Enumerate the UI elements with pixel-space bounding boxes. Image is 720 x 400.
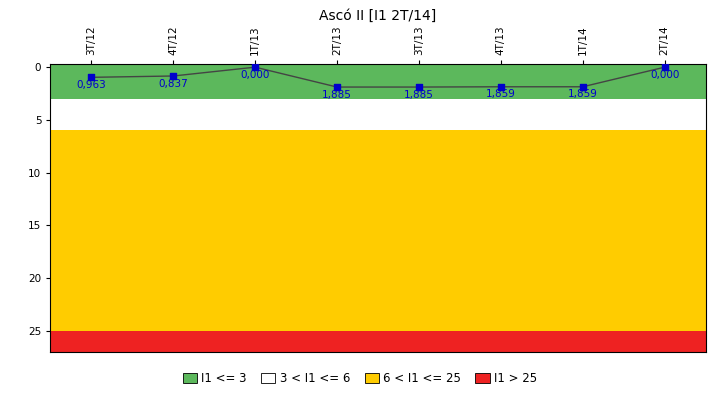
- Point: [413, 84, 425, 90]
- Bar: [50, 99, 706, 130]
- Text: 0,963: 0,963: [76, 80, 107, 90]
- Text: 0,837: 0,837: [158, 79, 188, 89]
- Bar: [50, 130, 706, 331]
- Title: Ascó II [I1 2T/14]: Ascó II [I1 2T/14]: [320, 8, 436, 22]
- Text: 0,000: 0,000: [650, 70, 680, 80]
- Point: [331, 84, 343, 90]
- Point: [86, 74, 97, 80]
- Point: [659, 64, 670, 70]
- Text: 1,859: 1,859: [486, 90, 516, 100]
- Text: 0,000: 0,000: [240, 70, 270, 80]
- Point: [577, 84, 588, 90]
- Point: [249, 64, 261, 70]
- Text: 1,885: 1,885: [322, 90, 352, 100]
- Point: [168, 73, 179, 79]
- Text: 1,859: 1,859: [568, 90, 598, 100]
- Legend: I1 <= 3, 3 < I1 <= 6, 6 < I1 <= 25, I1 > 25: I1 <= 3, 3 < I1 <= 6, 6 < I1 <= 25, I1 >…: [178, 368, 542, 390]
- Text: 1,885: 1,885: [404, 90, 434, 100]
- Point: [495, 84, 507, 90]
- Bar: [50, 331, 706, 352]
- Bar: [50, 64, 706, 99]
